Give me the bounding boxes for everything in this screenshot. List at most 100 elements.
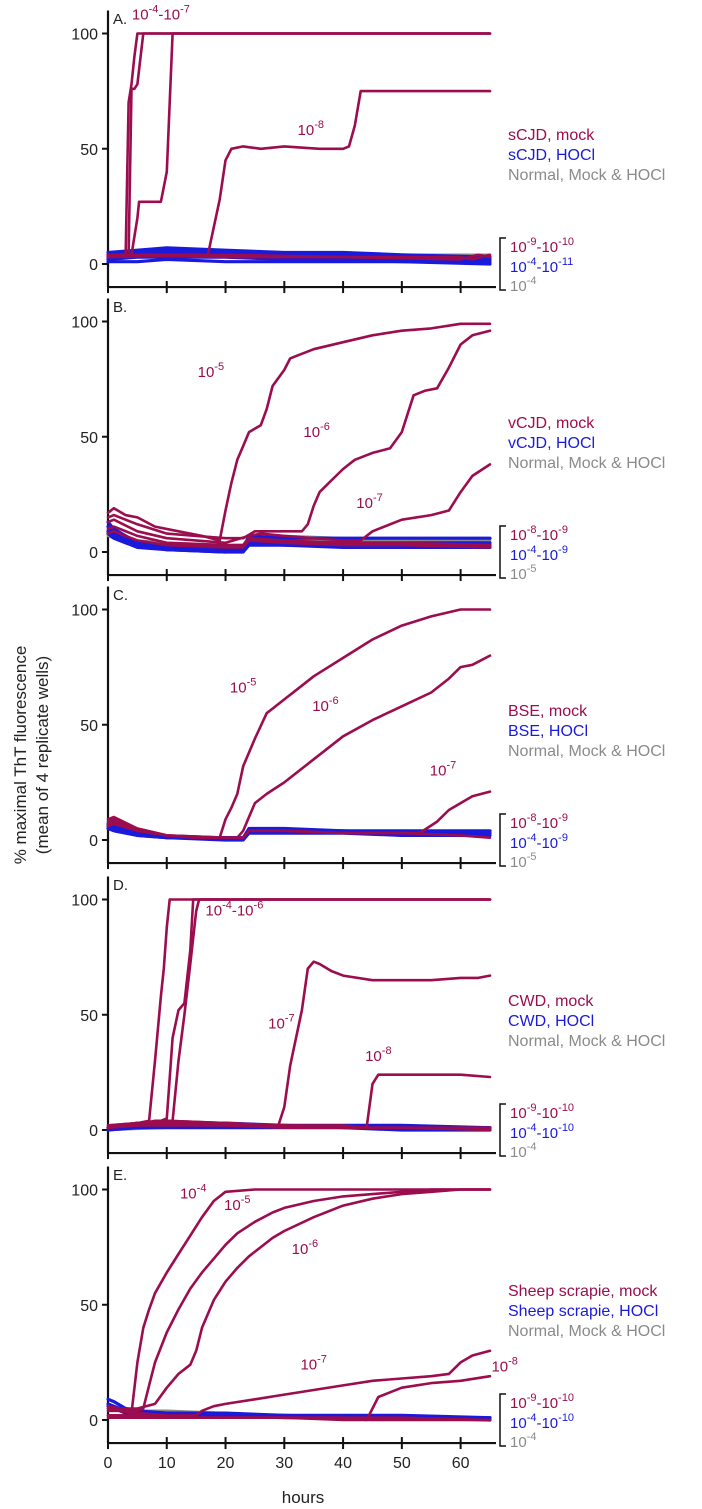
legend-hocl: BSE, HOCl [508, 723, 588, 740]
legend-mock: Sheep scrapie, mock [508, 1283, 658, 1300]
series-line-mock [106, 960, 492, 1127]
panel-e: 0 50 100 0 10 20 30 40 50 60 E. 10-4 10-5 10-6 10-7 10-… [71, 1166, 665, 1472]
series-line-mock [106, 1188, 492, 1415]
y-tick-label: 0 [89, 1413, 98, 1430]
range-mock: 10-8-10-9 [510, 812, 568, 832]
range-normal: 10-4 [510, 275, 536, 295]
panel-letter: D. [113, 877, 128, 894]
y-tick-label: 50 [80, 1008, 98, 1025]
series-line-mock [106, 32, 492, 257]
dilution-label: 10-4-10-6 [205, 900, 263, 920]
y-tick-label: 100 [71, 27, 98, 44]
y-tick-label: 100 [71, 315, 98, 332]
panel-letter: B. [113, 299, 127, 316]
panel-letter: E. [113, 1167, 127, 1184]
dilution-label: 10-5 [230, 676, 256, 696]
range-bracket [499, 1103, 506, 1157]
x-tick-label: 60 [452, 1455, 470, 1472]
legend-hocl: Sheep scrapie, HOCl [508, 1303, 658, 1320]
y-tick-label: 50 [80, 430, 98, 447]
y-tick-label: 100 [71, 603, 98, 620]
dilution-label: 10-6 [312, 695, 338, 715]
series-line-mock [106, 1188, 492, 1410]
legend-mock: sCJD, mock [508, 127, 595, 144]
y-tick-label: 50 [80, 142, 98, 159]
dilution-label: 10-7 [430, 759, 456, 779]
range-mock: 10-9-10-10 [510, 1102, 574, 1122]
dilution-label: 10-7 [300, 1353, 326, 1373]
series-line-mock [106, 525, 492, 547]
series-line-mock [106, 1073, 492, 1129]
series-line-mock [106, 1349, 492, 1417]
series-line-mock [106, 32, 492, 259]
dilution-label: 10-7 [268, 1013, 294, 1033]
dilution-label: 10-6 [303, 421, 329, 441]
x-tick-label: 10 [158, 1455, 176, 1472]
range-normal: 10-5 [510, 851, 536, 871]
dilution-label: 10-7 [356, 492, 382, 512]
series-line-mock [106, 1188, 492, 1413]
dilution-label: 10-6 [292, 1238, 318, 1258]
y-tick-label: 0 [89, 545, 98, 562]
range-mock: 10-8-10-9 [510, 524, 568, 544]
range-bracket [499, 525, 506, 579]
series-line-mock [106, 1124, 492, 1132]
y-tick-label: 100 [71, 1183, 98, 1200]
range-bracket [499, 813, 506, 867]
range-hocl: 10-4-10-9 [510, 832, 568, 852]
panel-a: 0 50 100 A. 10-4-10-7 10-8 sCJD, mock sCJD, HOC… [71, 4, 665, 295]
legend-normal: Normal, Mock & HOCl [508, 743, 665, 760]
panel-letter: C. [113, 587, 128, 604]
panel-c: 0 50 100 C. 10-5 10-6 10-7 BSE, mock BSE, HOCl No… [71, 586, 665, 871]
series-line-mock [106, 253, 492, 261]
x-tick-label: 30 [275, 1455, 293, 1472]
series-line-mock [106, 89, 492, 257]
legend-mock: vCJD, mock [508, 415, 595, 432]
series-line-hocl [106, 257, 492, 266]
legend-hocl: sCJD, HOCl [508, 147, 595, 164]
range-hocl: 10-4-10-10 [510, 1412, 574, 1432]
series-line-mock [106, 463, 492, 545]
x-tick-label: 40 [334, 1455, 352, 1472]
series-line-hocl [106, 532, 492, 554]
series-line-hocl [106, 246, 492, 259]
legend-mock: BSE, mock [508, 703, 588, 720]
y-tick-label: 0 [89, 257, 98, 274]
range-mock: 10-9-10-10 [510, 236, 574, 256]
dilution-label: 10-4-10-7 [132, 4, 190, 24]
range-bracket [499, 237, 506, 291]
y-axis-label-line-2: (mean of 4 replicate wells) [33, 656, 52, 854]
legend-normal: Normal, Mock & HOCl [508, 455, 665, 472]
legend-hocl: CWD, HOCl [508, 1013, 594, 1030]
dilution-label: 10-8 [491, 1356, 517, 1376]
x-tick-label: 50 [393, 1455, 411, 1472]
range-mock: 10-9-10-10 [510, 1392, 574, 1412]
legend-hocl: vCJD, HOCl [508, 435, 595, 452]
series-line-mock [106, 322, 492, 542]
y-tick-label: 0 [89, 833, 98, 850]
range-normal: 10-4 [510, 1431, 536, 1451]
y-axis-label: % maximal ThT fluorescence [11, 646, 30, 865]
y-tick-label: 50 [80, 718, 98, 735]
range-bracket [499, 1393, 506, 1447]
y-tick-label: 50 [80, 1298, 98, 1315]
panel-b: 0 50 100 B. 10-5 10-6 10-7 vCJD, mock vCJD, HOCl… [71, 298, 665, 583]
panel-d: 0 50 100 D. 10-4-10-6 10-7 10-8 CWD, mock CWD, H… [71, 876, 665, 1161]
range-normal: 10-4 [510, 1141, 536, 1161]
series-line-mock [106, 32, 492, 257]
dilution-label: 10-5 [198, 361, 224, 381]
series-line-mock [106, 898, 492, 1129]
x-tick-label: 0 [104, 1455, 113, 1472]
legend-mock: CWD, mock [508, 993, 594, 1010]
range-normal: 10-5 [510, 563, 536, 583]
y-tick-label: 0 [89, 1123, 98, 1140]
series-line-mock [106, 1416, 492, 1422]
range-hocl: 10-4-10-10 [510, 1122, 574, 1142]
dilution-label: 10-4 [180, 1183, 206, 1203]
series-line-mock [106, 822, 492, 839]
series-line-mock [106, 530, 492, 549]
series-line-mock [106, 654, 492, 839]
x-tick-label: 20 [217, 1455, 235, 1472]
legend-normal: Normal, Mock & HOCl [508, 167, 665, 184]
